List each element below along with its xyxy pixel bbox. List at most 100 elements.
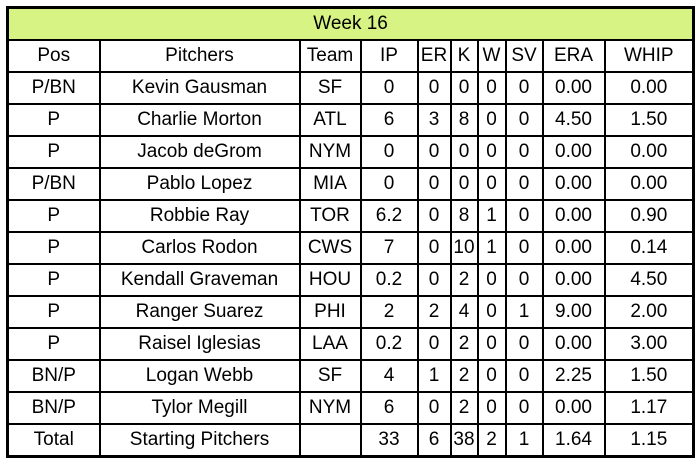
cell-era: 1.64	[541, 423, 606, 458]
cell-era: 0.00	[541, 263, 606, 297]
cell-er: 3	[416, 103, 452, 137]
cell-w: 1	[476, 231, 507, 265]
cell-team: LAA	[298, 327, 362, 361]
cell-er: 6	[416, 423, 452, 458]
cell-era: 2.25	[541, 359, 606, 393]
cell-pitcher: Logan Webb	[98, 359, 301, 393]
cell-k: 0	[449, 71, 479, 105]
cell-era: 0.00	[541, 167, 606, 201]
cell-whip: 1.50	[603, 359, 695, 393]
cell-whip: 1.50	[603, 103, 695, 137]
cell-ip: 0.2	[359, 263, 419, 297]
cell-pitcher: Raisel Iglesias	[98, 327, 301, 361]
cell-team: SF	[298, 71, 362, 105]
cell-er: 0	[416, 199, 452, 233]
cell-k: 2	[449, 359, 479, 393]
cell-pos: P/BN	[6, 71, 101, 105]
cell-era: 0.00	[541, 327, 606, 361]
cell-ip: 0	[359, 71, 419, 105]
cell-ip: 4	[359, 359, 419, 393]
cell-ip: 2	[359, 295, 419, 329]
col-header-pos: Pos	[6, 39, 101, 73]
cell-w: 0	[476, 167, 507, 201]
col-header-w: W	[476, 39, 507, 73]
week-banner-row: Week 16	[6, 6, 695, 41]
cell-ip: 0	[359, 167, 419, 201]
cell-sv: 0	[504, 231, 544, 265]
cell-pos: P/BN	[6, 167, 101, 201]
cell-pos: P	[6, 263, 101, 297]
cell-sv: 0	[504, 391, 544, 425]
col-header-k: K	[449, 39, 479, 73]
cell-whip: 3.00	[603, 327, 695, 361]
cell-w: 0	[476, 391, 507, 425]
cell-era: 0.00	[541, 71, 606, 105]
cell-w: 1	[476, 199, 507, 233]
cell-pos: Total	[6, 423, 101, 458]
cell-pos: P	[6, 199, 101, 233]
table-row: P Kendall Graveman HOU 0.2 0 2 0 0 0.00 4.50	[6, 263, 695, 297]
cell-er: 0	[416, 135, 452, 169]
cell-pitcher: Carlos Rodon	[98, 231, 301, 265]
cell-whip: 4.50	[603, 263, 695, 297]
col-header-ip: IP	[359, 39, 419, 73]
cell-ip: 6	[359, 391, 419, 425]
cell-er: 1	[416, 359, 452, 393]
table-row: P Ranger Suarez PHI 2 2 4 0 1 9.00 2.00	[6, 295, 695, 329]
cell-era: 0.00	[541, 231, 606, 265]
cell-pos: P	[6, 295, 101, 329]
cell-team: NYM	[298, 391, 362, 425]
cell-ip: 33	[359, 423, 419, 458]
table-row: BN/P Tylor Megill NYM 6 0 2 0 0 0.00 1.17	[6, 391, 695, 425]
cell-whip: 2.00	[603, 295, 695, 329]
cell-w: 0	[476, 71, 507, 105]
cell-w: 0	[476, 103, 507, 137]
cell-pitcher: Starting Pitchers	[98, 423, 301, 458]
cell-k: 38	[449, 423, 479, 458]
cell-er: 0	[416, 71, 452, 105]
cell-team: CWS	[298, 231, 362, 265]
cell-pos: P	[6, 135, 101, 169]
cell-whip: 0.90	[603, 199, 695, 233]
cell-er: 2	[416, 295, 452, 329]
cell-team: SF	[298, 359, 362, 393]
cell-sv: 0	[504, 359, 544, 393]
week16-pitching-table: Week 16 Pos Pitchers Team IP ER K W SV E…	[6, 6, 696, 458]
cell-er: 0	[416, 231, 452, 265]
cell-whip: 0.00	[603, 71, 695, 105]
cell-team: HOU	[298, 263, 362, 297]
cell-er: 0	[416, 167, 452, 201]
cell-pitcher: Jacob deGrom	[98, 135, 301, 169]
cell-k: 4	[449, 295, 479, 329]
cell-sv: 0	[504, 167, 544, 201]
cell-k: 0	[449, 135, 479, 169]
cell-k: 2	[449, 327, 479, 361]
cell-era: 0.00	[541, 135, 606, 169]
cell-pos: P	[6, 103, 101, 137]
cell-whip: 0.00	[603, 167, 695, 201]
cell-pos: BN/P	[6, 391, 101, 425]
total-row: Total Starting Pitchers 33 6 38 2 1 1.64 1.15	[6, 423, 695, 458]
cell-whip: 0.14	[603, 231, 695, 265]
cell-team: ATL	[298, 103, 362, 137]
cell-w: 0	[476, 135, 507, 169]
cell-sv: 1	[504, 423, 544, 458]
col-header-pitchers: Pitchers	[98, 39, 301, 73]
cell-era: 0.00	[541, 391, 606, 425]
cell-ip: 7	[359, 231, 419, 265]
col-header-team: Team	[298, 39, 362, 73]
cell-whip: 1.15	[603, 423, 695, 458]
cell-pitcher: Pablo Lopez	[98, 167, 301, 201]
table-row: P Charlie Morton ATL 6 3 8 0 0 4.50 1.50	[6, 103, 695, 137]
cell-w: 0	[476, 327, 507, 361]
table-row: BN/P Logan Webb SF 4 1 2 0 0 2.25 1.50	[6, 359, 695, 393]
cell-pitcher: Tylor Megill	[98, 391, 301, 425]
cell-team: TOR	[298, 199, 362, 233]
table-row: P/BN Kevin Gausman SF 0 0 0 0 0 0.00 0.00	[6, 71, 695, 105]
cell-ip: 6	[359, 103, 419, 137]
cell-era: 4.50	[541, 103, 606, 137]
cell-pos: P	[6, 231, 101, 265]
pitcher-rows: P/BN Kevin Gausman SF 0 0 0 0 0 0.00 0.00 P Charlie…	[6, 71, 695, 458]
cell-pitcher: Kendall Graveman	[98, 263, 301, 297]
